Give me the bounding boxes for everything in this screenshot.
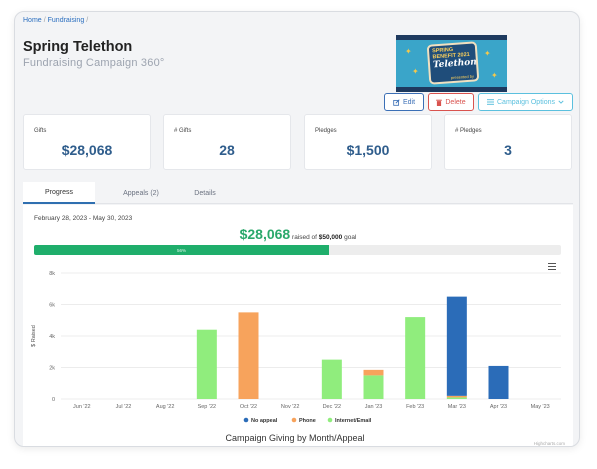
stat-card-pledges: Pledges $1,500 bbox=[304, 114, 432, 170]
bar-internet-email bbox=[196, 329, 217, 399]
logo-sign: SPRING BENEFIT 2021 Telethon presented b… bbox=[426, 41, 480, 85]
bar-phone bbox=[238, 312, 259, 399]
tab-bar: Progress Appeals (2) Details bbox=[23, 182, 573, 204]
delete-button[interactable]: Delete bbox=[428, 93, 474, 111]
x-tick-label: May '23 bbox=[531, 404, 550, 410]
stat-value: $28,068 bbox=[61, 142, 113, 158]
date-range: February 28, 2023 - May 30, 2023 bbox=[34, 215, 133, 222]
edit-button[interactable]: Edit bbox=[384, 93, 424, 111]
raised-summary: $28,068 raised of $50,000 goal bbox=[23, 226, 573, 242]
x-tick-label: Feb '23 bbox=[406, 404, 424, 410]
stat-value: $1,500 bbox=[346, 142, 390, 158]
app-frame: Home / Fundraising / Spring Telethon Fundra… bbox=[14, 11, 580, 447]
logo-band-bottom bbox=[396, 87, 507, 92]
progress-panel: February 28, 2023 - May 30, 2023 $28,068… bbox=[23, 205, 573, 446]
x-tick-label: Dec '22 bbox=[323, 404, 341, 410]
stat-label: Pledges bbox=[315, 128, 337, 134]
bar-internet-email bbox=[363, 375, 384, 399]
x-tick-label: Jun '22 bbox=[73, 404, 91, 410]
chart-credits: Highcharts.com bbox=[533, 441, 565, 446]
star-icon: ✦ bbox=[491, 71, 498, 80]
y-tick-label: 0 bbox=[52, 397, 55, 403]
legend-marker bbox=[291, 417, 297, 423]
breadcrumb: Home / Fundraising / bbox=[23, 17, 90, 24]
hamburger-menu-icon[interactable] bbox=[548, 263, 556, 271]
y-tick-label: 8k bbox=[49, 271, 55, 277]
legend-item: Internet/Email bbox=[335, 418, 372, 424]
trash-icon bbox=[436, 99, 443, 106]
bar-phone bbox=[363, 369, 384, 376]
breadcrumb-separator: / bbox=[43, 17, 46, 24]
progress-bar: 56% bbox=[34, 245, 561, 255]
x-tick-label: Jul '22 bbox=[116, 404, 132, 410]
x-tick-label: Oct '22 bbox=[240, 404, 257, 410]
tab-appeals[interactable]: Appeals (2) bbox=[123, 189, 159, 197]
y-tick-label: 2k bbox=[49, 366, 55, 372]
bar-internet-email bbox=[405, 317, 426, 399]
goal-amount: $50,000 bbox=[318, 234, 343, 241]
edit-icon bbox=[393, 98, 400, 106]
campaign-logo: ✦ ✦ ✦ ✦ SPRING BENEFIT 2021 Telethon pre… bbox=[396, 35, 507, 92]
x-tick-label: Nov '22 bbox=[281, 404, 299, 410]
y-tick-label: 6k bbox=[49, 303, 55, 309]
bar-no-appeal bbox=[488, 365, 509, 399]
stat-card-gift-count: # Gifts 28 bbox=[163, 114, 291, 170]
star-icon: ✦ bbox=[412, 67, 419, 76]
page-subtitle: Fundraising Campaign 360° bbox=[23, 57, 165, 69]
edit-button-label: Edit bbox=[402, 98, 416, 106]
goal-text: goal bbox=[344, 234, 357, 241]
legend-item: Phone bbox=[299, 418, 316, 424]
breadcrumb-fundraising[interactable]: Fundraising bbox=[47, 17, 85, 24]
breadcrumb-home[interactable]: Home bbox=[23, 17, 42, 24]
delete-button-label: Delete bbox=[445, 98, 466, 106]
stat-value: 28 bbox=[219, 142, 235, 158]
stat-label: Gifts bbox=[34, 128, 47, 134]
logo-band-top bbox=[396, 35, 507, 40]
bar-no-appeal bbox=[446, 296, 467, 396]
logo-text-line2: Telethon bbox=[432, 57, 478, 71]
legend-marker bbox=[327, 417, 333, 423]
stat-card-gifts: Gifts $28,068 bbox=[23, 114, 151, 170]
legend-marker bbox=[243, 417, 249, 423]
stat-card-pledge-count: # Pledges 3 bbox=[444, 114, 572, 170]
stat-label: # Gifts bbox=[174, 128, 192, 134]
raised-of-text: raised of bbox=[292, 234, 317, 241]
stat-label: # Pledges bbox=[455, 128, 482, 134]
x-tick-label: Jan '23 bbox=[365, 404, 383, 410]
breadcrumb-separator: / bbox=[86, 17, 89, 24]
x-tick-label: Apr '23 bbox=[490, 404, 507, 410]
progress-bar-fill: 56% bbox=[34, 245, 330, 255]
bar-internet-email bbox=[321, 359, 342, 399]
stat-value: 3 bbox=[504, 142, 512, 158]
chart-title: Campaign Giving by Month/Appeal bbox=[225, 433, 364, 443]
y-axis-label: $ Raised bbox=[31, 325, 37, 347]
list-icon bbox=[487, 99, 494, 105]
campaign-options-label: Campaign Options bbox=[497, 98, 555, 106]
legend-item: No appeal bbox=[251, 418, 278, 424]
x-tick-label: Aug '22 bbox=[156, 404, 174, 410]
chevron-down-icon bbox=[558, 100, 564, 104]
x-tick-label: Mar '23 bbox=[448, 404, 466, 410]
x-tick-label: Sep '22 bbox=[198, 404, 216, 410]
star-icon: ✦ bbox=[484, 49, 491, 58]
bar-internet-email bbox=[446, 397, 467, 399]
bar-phone bbox=[446, 395, 467, 398]
raised-amount: $28,068 bbox=[239, 226, 291, 242]
page-title: Spring Telethon bbox=[23, 39, 133, 55]
tab-progress[interactable]: Progress bbox=[23, 182, 95, 204]
campaign-giving-chart: 0 2k 4k 6k 8k $ Raised Jun '22 Jul '22 Aug '22 Se… bbox=[31, 271, 561, 443]
y-tick-label: 4k bbox=[49, 334, 55, 340]
tab-details[interactable]: Details bbox=[194, 189, 216, 197]
logo-text-line3: presented by bbox=[450, 73, 475, 81]
campaign-options-dropdown[interactable]: Campaign Options bbox=[478, 93, 573, 111]
star-icon: ✦ bbox=[405, 47, 412, 56]
